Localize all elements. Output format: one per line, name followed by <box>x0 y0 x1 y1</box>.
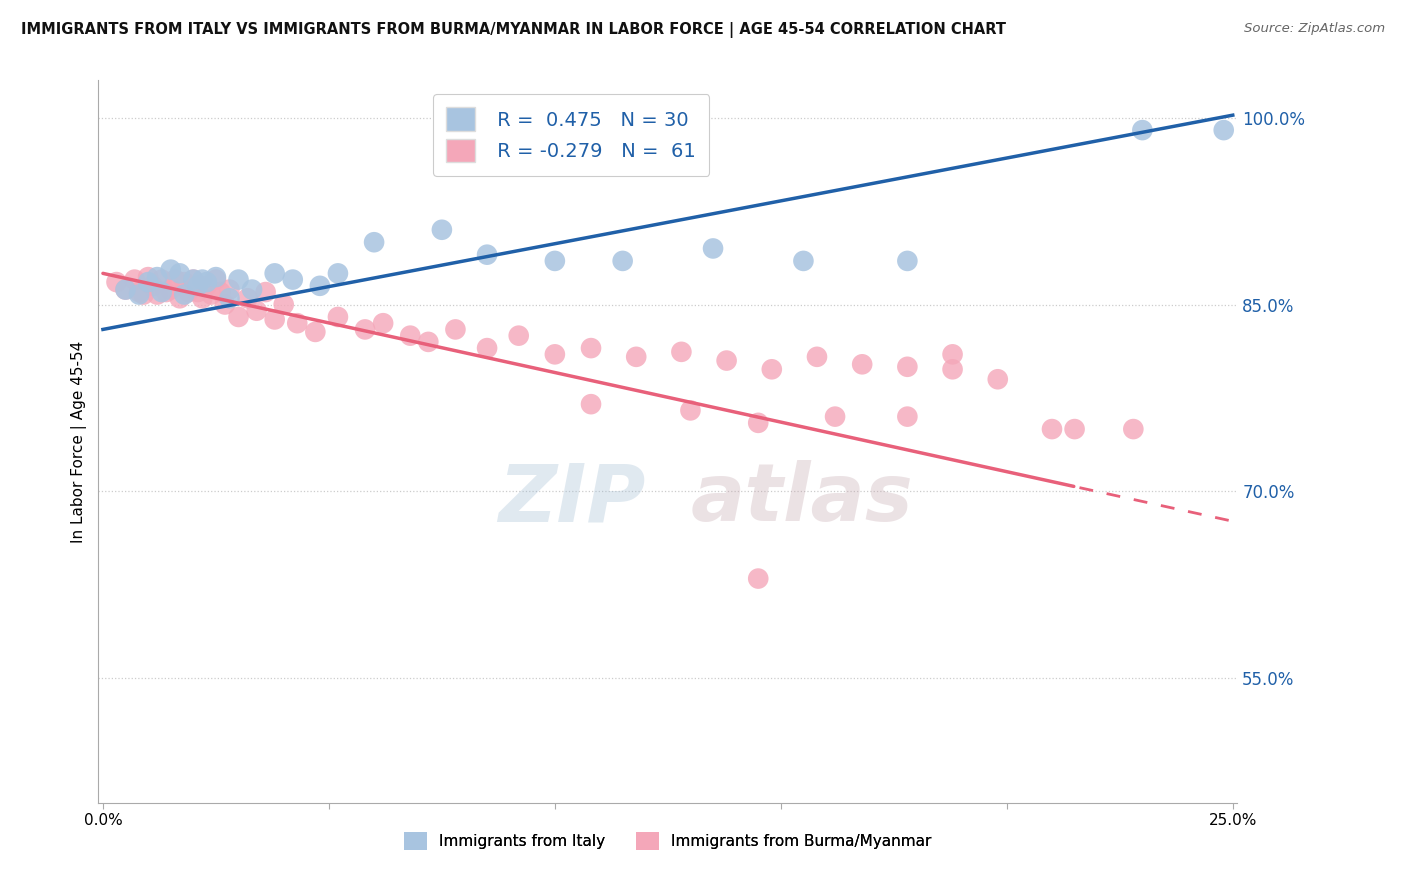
Point <box>418 334 440 349</box>
Point <box>326 310 349 324</box>
Point <box>273 297 295 311</box>
Point <box>508 328 530 343</box>
Point <box>214 297 236 311</box>
Point <box>1130 123 1153 137</box>
Point <box>128 287 150 301</box>
Point <box>263 312 285 326</box>
Point <box>851 357 873 371</box>
Point <box>205 272 228 286</box>
Point <box>309 278 332 293</box>
Point <box>209 285 232 299</box>
Point <box>187 285 209 299</box>
Point <box>195 275 218 289</box>
Point <box>228 310 250 324</box>
Point <box>792 253 814 268</box>
Point <box>200 287 222 301</box>
Point <box>228 272 250 286</box>
Point <box>896 253 918 268</box>
Point <box>105 275 128 289</box>
Point <box>195 278 218 293</box>
Point <box>177 285 200 299</box>
Point <box>544 347 567 361</box>
Y-axis label: In Labor Force | Age 45-54: In Labor Force | Age 45-54 <box>72 341 87 542</box>
Point <box>747 416 769 430</box>
Point <box>191 291 214 305</box>
Point <box>114 283 136 297</box>
Point <box>747 572 769 586</box>
Point <box>444 322 467 336</box>
Point <box>146 287 169 301</box>
Point <box>579 341 602 355</box>
Point <box>136 275 159 289</box>
Point <box>475 248 498 262</box>
Point <box>544 253 567 268</box>
Point <box>136 270 159 285</box>
Point <box>806 350 828 364</box>
Point <box>761 362 783 376</box>
Point <box>187 278 209 293</box>
Point <box>626 350 648 364</box>
Legend: Immigrants from Italy, Immigrants from Burma/Myanmar: Immigrants from Italy, Immigrants from B… <box>398 826 938 856</box>
Point <box>183 272 205 286</box>
Point <box>142 278 165 293</box>
Point <box>716 353 738 368</box>
Point <box>612 253 634 268</box>
Point <box>183 272 205 286</box>
Point <box>1040 422 1063 436</box>
Point <box>150 285 173 299</box>
Point <box>702 242 724 256</box>
Point <box>430 223 453 237</box>
Point <box>132 287 155 301</box>
Point <box>354 322 377 336</box>
Point <box>191 272 214 286</box>
Point <box>371 316 394 330</box>
Point <box>146 270 169 285</box>
Point <box>155 285 177 299</box>
Point <box>169 291 191 305</box>
Point <box>942 362 965 376</box>
Point <box>236 291 259 305</box>
Point <box>263 266 285 280</box>
Point <box>205 270 228 285</box>
Point <box>150 272 173 286</box>
Point <box>173 287 195 301</box>
Text: Source: ZipAtlas.com: Source: ZipAtlas.com <box>1244 22 1385 36</box>
Point <box>987 372 1010 386</box>
Point <box>169 266 191 280</box>
Point <box>579 397 602 411</box>
Point <box>240 283 263 297</box>
Point <box>1212 123 1234 137</box>
Point <box>1122 422 1144 436</box>
Point <box>124 272 146 286</box>
Point <box>246 303 269 318</box>
Point <box>281 272 304 286</box>
Point <box>326 266 349 280</box>
Point <box>114 283 136 297</box>
Point <box>159 262 181 277</box>
Point <box>304 325 326 339</box>
Point <box>679 403 702 417</box>
Point <box>363 235 385 250</box>
Text: atlas: atlas <box>690 460 914 539</box>
Point <box>475 341 498 355</box>
Point <box>285 316 308 330</box>
Point <box>159 283 181 297</box>
Point <box>896 409 918 424</box>
Point <box>218 283 240 297</box>
Point <box>824 409 846 424</box>
Text: IMMIGRANTS FROM ITALY VS IMMIGRANTS FROM BURMA/MYANMAR IN LABOR FORCE | AGE 45-5: IMMIGRANTS FROM ITALY VS IMMIGRANTS FROM… <box>21 22 1007 38</box>
Point <box>671 344 693 359</box>
Point <box>942 347 965 361</box>
Point <box>254 285 277 299</box>
Point <box>218 291 240 305</box>
Point <box>173 275 195 289</box>
Point <box>165 272 187 286</box>
Point <box>128 285 150 299</box>
Text: ZIP: ZIP <box>498 460 645 539</box>
Point <box>1063 422 1085 436</box>
Point <box>896 359 918 374</box>
Point <box>399 328 422 343</box>
